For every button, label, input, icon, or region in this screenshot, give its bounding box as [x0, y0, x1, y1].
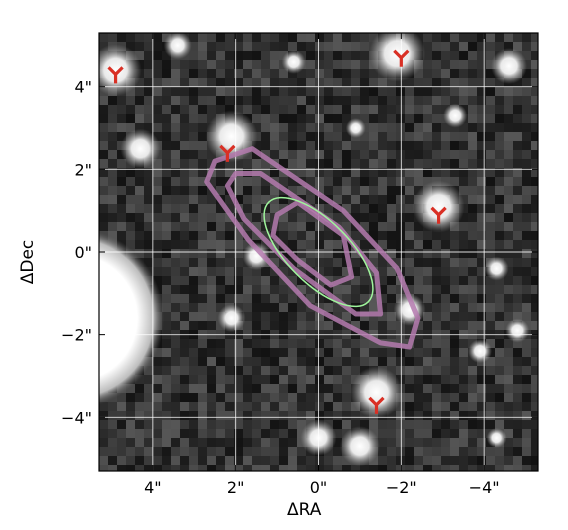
y-tick-label: 4": [74, 78, 92, 97]
x-tick-label: −4": [469, 478, 500, 497]
contour-2: [224, 171, 384, 317]
y-tick-label: −4": [61, 408, 92, 427]
background-noise: [99, 33, 538, 471]
y-axis-label: ΔDec: [18, 239, 38, 285]
source-marker: [107, 66, 124, 84]
contour-lines: [204, 146, 421, 350]
y-axis-ticks: 4" 2" 0" −2" −4": [61, 78, 538, 427]
coordinate-grid: [99, 33, 538, 471]
x-tick-label: 0": [310, 478, 328, 497]
y-tick-label: 2": [74, 160, 92, 179]
source-marker: [393, 49, 410, 67]
contour-1: [204, 146, 421, 350]
source-marker: [430, 206, 447, 224]
x-axis-ticks: 4" 2" 0" −2" −4": [144, 33, 500, 497]
x-tick-label: 2": [227, 478, 245, 497]
source-marker: [219, 144, 236, 162]
x-tick-label: −2": [386, 478, 417, 497]
source-markers: [107, 49, 447, 414]
position-ellipse: [263, 196, 374, 308]
contour-3: [270, 199, 355, 288]
x-tick-label: 4": [144, 478, 162, 497]
y-tick-label: −2": [61, 326, 92, 345]
x-axis-label: ΔRA: [287, 500, 322, 520]
error-ellipse: [263, 196, 374, 308]
y-tick-label: 0": [74, 243, 92, 262]
source-marker: [368, 396, 385, 414]
